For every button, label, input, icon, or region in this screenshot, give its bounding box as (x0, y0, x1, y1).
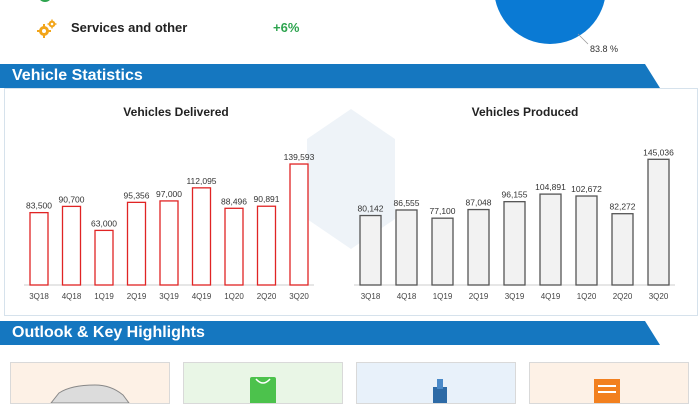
tick-label-3Q20: 3Q20 (649, 292, 669, 301)
car-icon (49, 384, 130, 404)
value-label-2Q19: 95,356 (124, 190, 150, 200)
value-label-2Q19: 87,048 (466, 198, 492, 208)
bar-3Q19 (503, 201, 526, 286)
bar-3Q18 (359, 214, 382, 286)
vehicle-statistics-banner: Vehicle Statistics (0, 64, 660, 88)
tick-label-2Q19: 2Q19 (469, 292, 489, 301)
value-label-3Q19: 96,155 (502, 190, 528, 200)
outlook-banner: Outlook & Key Highlights (0, 321, 660, 345)
bar-4Q18 (61, 205, 82, 286)
value-label-1Q19: 63,000 (91, 218, 117, 228)
revenue-pie-chart (470, 0, 630, 62)
value-label-2Q20: 82,272 (610, 202, 636, 212)
gears-icon (37, 19, 57, 38)
value-label-1Q19: 77,100 (430, 206, 456, 216)
outlook-title: Outlook & Key Highlights (12, 324, 205, 341)
value-label-4Q19: 104,891 (535, 182, 566, 192)
value-label-1Q20: 88,496 (221, 196, 247, 206)
highlight-card-robot (356, 362, 516, 405)
highlight-card-car (10, 362, 170, 404)
bar-3Q20 (647, 158, 670, 286)
tick-label-4Q19: 4Q19 (192, 292, 212, 301)
tick-label-1Q20: 1Q20 (577, 292, 597, 301)
pie-percent-label: 83.8 % (590, 44, 619, 54)
bar-4Q18 (395, 209, 418, 286)
services-change: +6% (273, 20, 300, 35)
value-label-4Q19: 112,095 (186, 176, 216, 186)
bar-4Q19 (191, 187, 212, 286)
tick-label-2Q20: 2Q20 (613, 292, 633, 301)
shopping-bag-icon (250, 377, 276, 407)
value-label-3Q20: 139,593 (284, 152, 315, 162)
vehicles-delivered-chart: 83,500 3Q18 90,700 4Q18 63,000 1Q19 95,356 2Q19… (24, 152, 315, 301)
bar-1Q19 (94, 229, 114, 286)
value-label-1Q20: 102,672 (571, 184, 602, 194)
vehicle-statistics-title: Vehicle Statistics (12, 67, 143, 84)
tick-label-2Q20: 2Q20 (257, 292, 277, 301)
tick-label-3Q18: 3Q18 (29, 292, 49, 301)
delivered-chart-title: Vehicles Delivered (123, 105, 229, 119)
services-label: Services and other (71, 20, 188, 35)
highlight-card-bag (183, 362, 343, 407)
tick-label-4Q19: 4Q19 (541, 292, 561, 301)
bar-4Q19 (539, 193, 562, 286)
tick-label-2Q19: 2Q19 (127, 292, 147, 301)
revenue-breakdown-row: Services and other +6% 83.8 % (0, 0, 700, 62)
tick-label-1Q19: 1Q19 (94, 292, 114, 301)
tick-label-1Q19: 1Q19 (433, 292, 453, 301)
tick-label-4Q18: 4Q18 (397, 292, 417, 301)
tick-label-1Q20: 1Q20 (224, 292, 244, 301)
vehicles-produced-chart: 80,142 3Q18 86,555 4Q18 77,100 1Q19 87,048 2Q19… (354, 147, 675, 301)
bar-3Q19 (159, 200, 179, 286)
tick-label-3Q20: 3Q20 (289, 292, 309, 301)
bar-2Q20 (611, 213, 634, 286)
value-label-4Q18: 90,700 (59, 194, 85, 204)
robot-icon (433, 379, 447, 405)
bar-2Q19 (467, 208, 490, 286)
pie-slice (495, 0, 605, 44)
bar-2Q20 (256, 205, 277, 286)
tick-label-4Q18: 4Q18 (62, 292, 82, 301)
bar-2Q19 (126, 201, 147, 286)
tick-label-3Q19: 3Q19 (505, 292, 525, 301)
bar-1Q20 (575, 195, 598, 286)
highlight-card-document (529, 362, 689, 407)
bar-1Q19 (431, 217, 454, 286)
produced-chart-title: Vehicles Produced (471, 105, 579, 119)
watermark-icon (307, 109, 395, 249)
tick-label-3Q19: 3Q19 (159, 292, 179, 301)
value-label-4Q18: 86,555 (394, 198, 420, 208)
value-label-3Q18: 83,500 (26, 201, 52, 211)
gear-icon-partial (40, 0, 50, 2)
bar-3Q20 (289, 163, 309, 286)
document-icon (594, 379, 620, 407)
highlight-cards (10, 362, 700, 407)
value-label-3Q18: 80,142 (358, 204, 384, 214)
value-label-3Q20: 145,036 (643, 147, 674, 157)
tick-label-3Q18: 3Q18 (361, 292, 381, 301)
bar-3Q18 (29, 211, 49, 286)
bar-1Q20 (224, 207, 244, 286)
value-label-3Q19: 97,000 (156, 189, 182, 199)
value-label-2Q20: 90,891 (254, 194, 280, 204)
